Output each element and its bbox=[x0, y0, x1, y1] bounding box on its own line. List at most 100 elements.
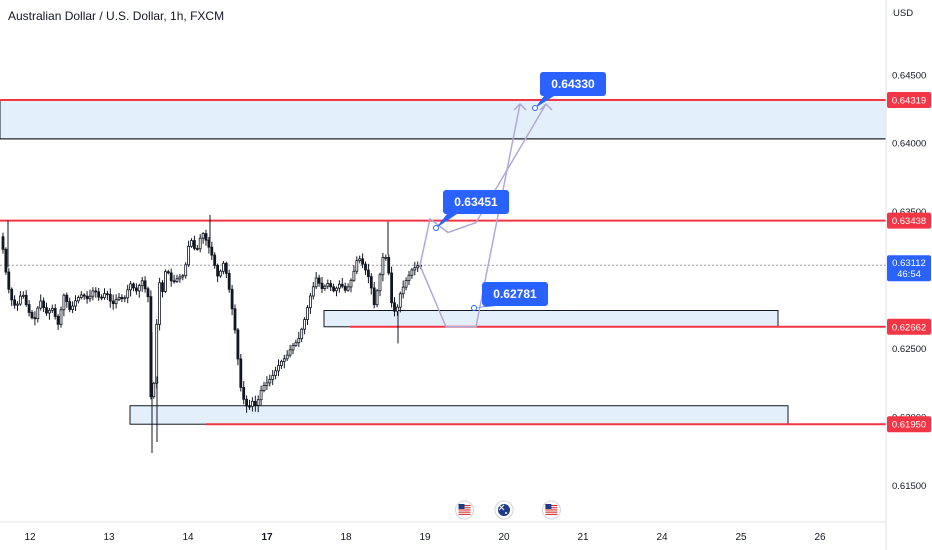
last-price-value: 0.63112 bbox=[892, 258, 926, 269]
candles-layer bbox=[1, 214, 423, 453]
candle bbox=[332, 286, 336, 292]
target-price: 0.63451 bbox=[454, 195, 498, 209]
level-tag-label: 0.62662 bbox=[892, 322, 926, 333]
candle bbox=[74, 300, 77, 307]
level-tag bbox=[887, 416, 931, 433]
targets-layer[interactable]: 0.64330 0.63451 0.62781 bbox=[433, 72, 607, 311]
target-bubble[interactable] bbox=[443, 190, 509, 214]
candle bbox=[329, 283, 333, 288]
candle bbox=[233, 308, 237, 331]
candle bbox=[184, 264, 188, 277]
candle bbox=[213, 254, 217, 266]
candle bbox=[27, 304, 31, 313]
candle bbox=[134, 287, 138, 292]
candle bbox=[369, 276, 373, 289]
candle bbox=[175, 278, 179, 282]
candle bbox=[285, 354, 289, 360]
last-price-box bbox=[887, 255, 931, 282]
support-resistance-zone bbox=[129, 405, 789, 425]
time-axis[interactable]: 12 13 14 17 18 19 20 21 24 25 26 bbox=[24, 532, 826, 543]
candle bbox=[132, 283, 135, 289]
candle bbox=[114, 299, 118, 305]
candle bbox=[178, 276, 182, 280]
candle bbox=[201, 233, 205, 239]
candle bbox=[181, 275, 185, 278]
candle bbox=[337, 283, 341, 289]
candle bbox=[320, 282, 324, 289]
candle bbox=[126, 289, 130, 299]
target-bubble[interactable] bbox=[540, 72, 606, 96]
time-tick-label: 19 bbox=[419, 532, 431, 543]
candle bbox=[91, 290, 95, 297]
candle bbox=[236, 329, 240, 360]
events-layer[interactable] bbox=[455, 500, 561, 520]
candle bbox=[340, 283, 344, 287]
candle bbox=[85, 295, 89, 300]
projection-arrow-head bbox=[539, 102, 553, 111]
candle bbox=[18, 295, 22, 305]
candle bbox=[198, 237, 202, 250]
candle bbox=[158, 282, 162, 325]
flag-union bbox=[498, 504, 505, 511]
candle bbox=[314, 277, 318, 288]
candle bbox=[97, 291, 101, 298]
candle bbox=[21, 294, 25, 297]
candle bbox=[242, 386, 246, 400]
candle bbox=[36, 307, 40, 320]
candle bbox=[123, 297, 127, 300]
candle bbox=[387, 256, 391, 274]
time-tick-label: 26 bbox=[814, 532, 826, 543]
candle bbox=[50, 308, 54, 311]
candle bbox=[192, 240, 196, 249]
flag-star bbox=[505, 512, 507, 514]
time-tick-label: 17 bbox=[261, 532, 273, 543]
time-tick-label: 24 bbox=[656, 532, 668, 543]
flag-stripe bbox=[545, 509, 558, 511]
flag-canton bbox=[458, 504, 465, 509]
candle bbox=[190, 240, 193, 247]
candle bbox=[207, 239, 211, 248]
candle bbox=[239, 358, 243, 388]
candle bbox=[155, 323, 159, 384]
candle bbox=[42, 300, 45, 309]
candle bbox=[163, 271, 167, 292]
candle bbox=[294, 342, 298, 346]
candle bbox=[407, 274, 411, 281]
candle bbox=[343, 285, 347, 291]
candle bbox=[79, 294, 83, 298]
target-anchor bbox=[471, 305, 477, 311]
target-bubble[interactable] bbox=[482, 282, 548, 306]
candle bbox=[378, 274, 382, 292]
candle bbox=[393, 302, 396, 312]
level-tag bbox=[887, 212, 931, 229]
candle bbox=[253, 400, 257, 406]
candle bbox=[120, 296, 124, 300]
candle bbox=[271, 375, 275, 380]
time-tick-label: 20 bbox=[498, 532, 510, 543]
candle bbox=[166, 271, 170, 274]
candle bbox=[169, 272, 173, 282]
candle bbox=[77, 297, 80, 302]
projection-line-upper bbox=[419, 103, 547, 266]
target-anchor bbox=[532, 105, 538, 111]
candle bbox=[219, 270, 222, 277]
candle bbox=[210, 246, 214, 256]
candle bbox=[297, 338, 301, 344]
candle bbox=[404, 280, 408, 288]
candle bbox=[262, 385, 266, 391]
candle bbox=[395, 306, 399, 312]
level-tag bbox=[887, 92, 931, 109]
candle bbox=[10, 288, 14, 301]
candle bbox=[323, 285, 327, 289]
candle bbox=[352, 270, 356, 281]
candle bbox=[111, 300, 115, 305]
flag-stripe bbox=[458, 513, 471, 515]
projection-path[interactable] bbox=[419, 102, 553, 328]
candle bbox=[282, 358, 286, 362]
candle bbox=[172, 280, 176, 283]
candle bbox=[291, 344, 295, 351]
candle bbox=[326, 283, 330, 287]
